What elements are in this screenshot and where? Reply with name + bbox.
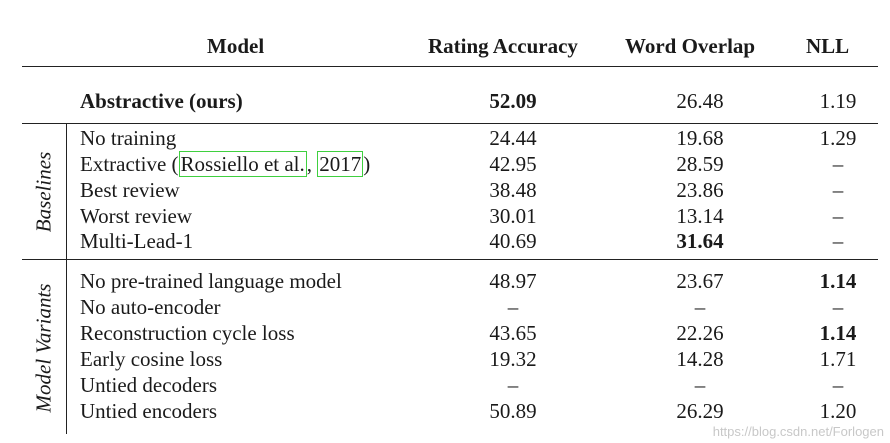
row-early-cosine-model: Early cosine loss (80, 347, 223, 371)
row-best-review-nll: – (832, 178, 844, 202)
row-untied-decoders-overlap: – (694, 373, 706, 397)
citation-link-year[interactable]: 2017 (317, 151, 364, 177)
row-extractive-overlap: 28.59 (676, 152, 724, 176)
citation-separator: , (306, 152, 318, 176)
row-no-training-overlap: 19.68 (676, 126, 724, 150)
row-untied-encoders-model: Untied encoders (80, 399, 218, 423)
row-untied-encoders-rating: 50.89 (489, 399, 537, 423)
row-abstractive-nll: 1.19 (819, 89, 857, 113)
row-early-cosine-rating: 19.32 (489, 347, 537, 371)
row-no-pretrained-rating: 48.97 (489, 269, 537, 293)
row-reconstruction-model: Reconstruction cycle loss (80, 321, 295, 345)
group-label-model-variants: Model Variants (31, 283, 56, 413)
row-reconstruction-overlap: 22.26 (676, 321, 724, 345)
header-rating-accuracy: Rating Accuracy (428, 34, 578, 58)
row-worst-review-nll: – (832, 204, 844, 228)
row-no-training-rating: 24.44 (489, 126, 537, 150)
row-untied-encoders-overlap: 26.29 (676, 399, 724, 423)
header-word-overlap: Word Overlap (625, 34, 756, 58)
row-untied-decoders-rating: – (507, 373, 519, 397)
variants-vertical-rule (66, 259, 67, 434)
row-extractive-rating: 42.95 (489, 152, 537, 176)
row-no-pretrained-model: No pre-trained language model (80, 269, 342, 293)
row-abstractive-overlap: 26.48 (676, 89, 724, 113)
citation-link-author[interactable]: Rossiello et al. (178, 151, 307, 177)
row-best-review-overlap: 23.86 (676, 178, 724, 202)
extractive-label: Extractive ( (80, 152, 179, 176)
row-multi-lead-nll: – (832, 229, 844, 253)
row-no-pretrained-nll: 1.14 (819, 269, 857, 293)
row-no-autoencoder-model: No auto-encoder (80, 295, 221, 319)
row-multi-lead-model: Multi-Lead-1 (80, 229, 194, 253)
row-multi-lead-rating: 40.69 (489, 229, 537, 253)
row-reconstruction-rating: 43.65 (489, 321, 537, 345)
extractive-close-paren: ) (363, 152, 371, 176)
row-early-cosine-overlap: 14.28 (676, 347, 724, 371)
row-no-training-nll: 1.29 (819, 126, 857, 150)
row-reconstruction-nll: 1.14 (819, 321, 857, 345)
row-extractive-model: Extractive (Rossiello et al., 2017) (80, 151, 371, 177)
row-worst-review-rating: 30.01 (489, 204, 537, 228)
row-best-review-model: Best review (80, 178, 180, 202)
variants-rule (22, 259, 878, 260)
row-untied-decoders-model: Untied decoders (80, 373, 218, 397)
row-abstractive-rating: 52.09 (489, 89, 537, 113)
row-no-autoencoder-overlap: – (694, 295, 706, 319)
baselines-rule (22, 123, 878, 124)
header-nll: NLL (806, 34, 850, 58)
row-no-autoencoder-nll: – (832, 295, 844, 319)
row-untied-encoders-nll: 1.20 (819, 399, 857, 423)
row-worst-review-model: Worst review (80, 204, 193, 228)
row-worst-review-overlap: 13.14 (676, 204, 724, 228)
row-best-review-rating: 38.48 (489, 178, 537, 202)
row-no-training-model: No training (80, 126, 177, 150)
row-extractive-nll: – (832, 152, 844, 176)
row-early-cosine-nll: 1.71 (819, 347, 857, 371)
row-abstractive-model: Abstractive (ours) (80, 89, 243, 113)
header-rule (22, 66, 878, 67)
row-untied-decoders-nll: – (832, 373, 844, 397)
header-model: Model (207, 34, 265, 58)
group-label-baselines: Baselines (31, 151, 56, 233)
row-no-pretrained-overlap: 23.67 (676, 269, 724, 293)
watermark: https://blog.csdn.net/Forlogen (712, 424, 884, 439)
row-multi-lead-overlap: 31.64 (676, 229, 724, 253)
baselines-vertical-rule (66, 123, 67, 259)
row-no-autoencoder-rating: – (507, 295, 519, 319)
